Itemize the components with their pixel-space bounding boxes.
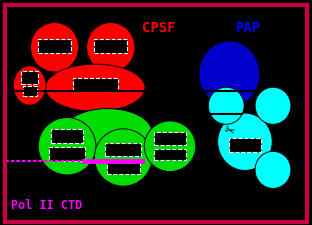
Bar xyxy=(105,143,141,156)
Text: PAP: PAP xyxy=(236,20,261,34)
Ellipse shape xyxy=(86,22,135,72)
Bar xyxy=(154,132,187,145)
Bar xyxy=(49,147,85,161)
Bar xyxy=(94,39,127,53)
Text: ✂: ✂ xyxy=(222,124,236,140)
Ellipse shape xyxy=(208,87,244,124)
Bar xyxy=(107,162,140,174)
Bar xyxy=(154,148,186,160)
Bar xyxy=(38,39,71,53)
Ellipse shape xyxy=(30,22,79,72)
Text: Pol II CTD: Pol II CTD xyxy=(11,199,82,212)
Ellipse shape xyxy=(255,151,291,189)
Ellipse shape xyxy=(13,66,46,105)
Ellipse shape xyxy=(45,64,145,111)
Ellipse shape xyxy=(199,41,260,108)
Ellipse shape xyxy=(218,113,272,171)
Bar xyxy=(51,129,84,143)
Bar xyxy=(229,138,261,152)
Bar xyxy=(72,78,118,91)
Ellipse shape xyxy=(255,87,291,124)
Bar xyxy=(23,86,37,96)
Text: CPSF: CPSF xyxy=(142,20,175,34)
Ellipse shape xyxy=(38,117,96,175)
Ellipse shape xyxy=(144,121,196,171)
Ellipse shape xyxy=(95,129,152,186)
Bar xyxy=(21,72,38,84)
Ellipse shape xyxy=(63,109,152,157)
